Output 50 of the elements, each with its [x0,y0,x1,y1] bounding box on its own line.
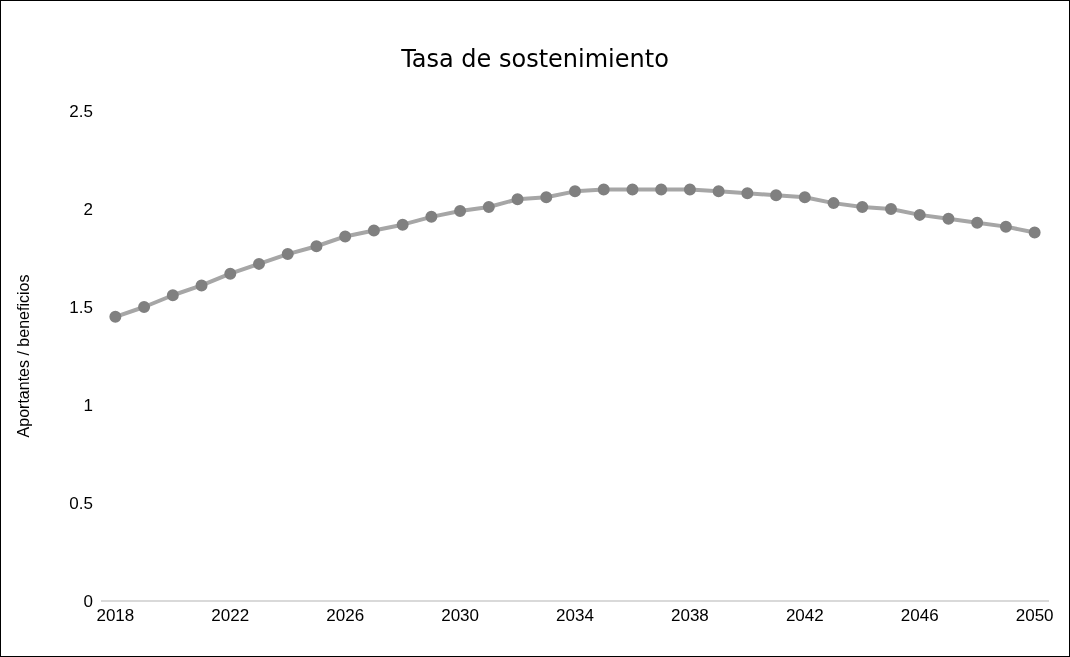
point [454,204,467,217]
point [971,216,984,229]
x-tick-label: 2026 [326,606,365,626]
point [195,279,208,292]
point [856,201,869,214]
point [138,301,151,313]
x-tick-label: 2018 [96,606,135,626]
point [655,183,668,196]
y-tick-label: 1.5 [69,298,93,318]
x-tick-label: 2046 [900,606,939,626]
point [999,220,1012,233]
point [942,212,955,225]
x-tick-label: 2034 [556,606,594,626]
x-tick-label: 2042 [785,606,824,626]
x-tick-label: 2030 [441,606,479,626]
point [1028,226,1041,239]
y-tick-label: 2.5 [69,102,93,122]
point [712,185,725,198]
y-tick-label: 1 [83,396,93,416]
point [511,193,524,206]
point [569,185,581,198]
point [166,289,179,302]
point [253,257,265,270]
point [310,240,323,253]
chart-title: Tasa de sostenimiento [400,45,670,73]
point [339,230,352,243]
point [626,183,639,196]
y-axis-title: Aportantes / beneficios [14,274,32,438]
point [540,191,553,204]
point [109,310,122,323]
point [597,183,610,196]
point [281,248,294,261]
point [885,203,897,215]
point [913,208,926,221]
point [224,267,237,280]
point [741,187,754,200]
x-tick-label: 2038 [671,606,709,626]
point [367,224,380,237]
y-tick-label: 0.5 [69,494,93,514]
point [798,191,811,204]
point [683,183,696,196]
x-tick-label: 2022 [211,606,250,626]
point [482,201,495,214]
point [396,218,409,231]
x-tick-label: 2050 [1015,606,1054,626]
point [770,189,783,202]
y-tick-label: 2 [83,200,93,220]
y-tick-label: 0 [83,592,93,612]
point [827,197,840,210]
point [425,210,438,223]
